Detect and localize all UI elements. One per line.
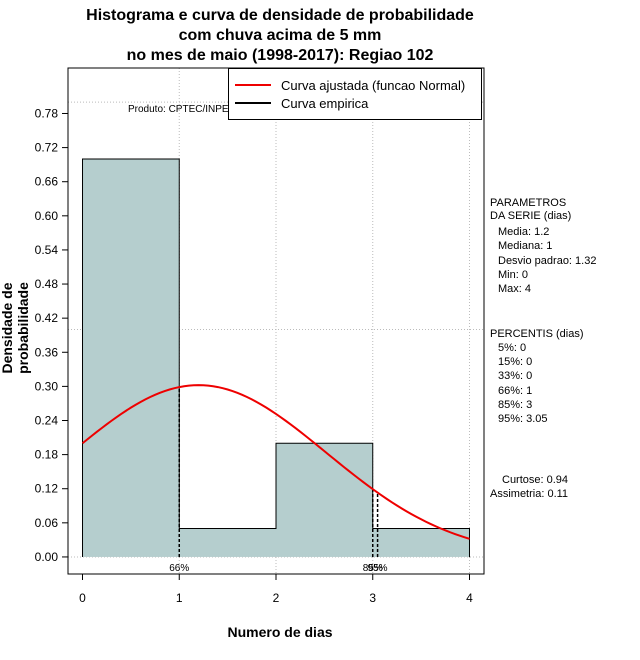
x-tick-label: 0 <box>79 591 86 605</box>
params-header-2: DA SERIE (dias) <box>490 210 572 222</box>
y-tick-label: 0.00 <box>35 550 59 564</box>
percentile-label: 66% <box>169 563 189 574</box>
empirical-curve <box>82 158 470 557</box>
legend-black-line <box>235 102 271 104</box>
y-axis-label: Densidade de probabilidade <box>0 282 31 374</box>
param-min: Min: 0 <box>498 269 528 281</box>
chart-title-line-1: Histograma e curva de densidade de proba… <box>86 7 474 24</box>
legend-red-line <box>235 84 271 86</box>
x-tick-label: 3 <box>369 591 376 605</box>
percentil-5: 5%: 0 <box>498 342 527 354</box>
assimetria-label: Assimetria: 0.11 <box>490 488 569 500</box>
percentil-15: 15%: 0 <box>498 356 533 368</box>
percentile-label: 95% <box>368 563 388 574</box>
legend-item-fitted: Curva ajustada (funcao Normal) <box>235 76 465 94</box>
histogram-bar <box>179 528 276 557</box>
y-tick-label: 0.24 <box>35 413 59 427</box>
param-max: Max: 4 <box>498 283 532 295</box>
histogram-bar <box>82 158 180 557</box>
y-tick-label: 0.18 <box>35 448 59 462</box>
chart-title-line-3: no mes de maio (1998-2017): Regiao 102 <box>126 47 434 64</box>
y-tick-label: 0.48 <box>35 277 59 291</box>
percentil-85: 85%: 3 <box>498 399 533 411</box>
legend-item-empirical: Curva empirica <box>235 94 368 112</box>
curtose-label: Curtose: 0.94 <box>502 474 569 486</box>
x-tick-label: 2 <box>273 591 280 605</box>
y-tick-label: 0.66 <box>35 175 59 189</box>
param-mediana: Mediana: 1 <box>498 240 553 252</box>
y-tick-label: 0.78 <box>35 106 59 120</box>
y-tick-label: 0.30 <box>35 379 59 393</box>
y-tick-label: 0.06 <box>35 516 59 530</box>
legend-fitted-label: Curva ajustada (funcao Normal) <box>281 77 466 93</box>
x-tick-label: 1 <box>176 591 183 605</box>
histogram-bar <box>276 443 373 557</box>
percentile-label: 85% <box>363 563 383 574</box>
legend: Curva ajustada (funcao Normal) Curva emp… <box>228 68 482 120</box>
produto-label: Produto: CPTEC/INPE <box>128 104 229 115</box>
percentil-95: 95%: 3.05 <box>498 413 548 425</box>
y-tick-label: 0.36 <box>35 345 59 359</box>
params-header-1: PARAMETROS <box>490 197 567 209</box>
y-tick-label: 0.42 <box>35 311 59 325</box>
y-tick-label: 0.72 <box>35 141 59 155</box>
chart-title-line-2: com chuva acima de 5 mm <box>178 27 382 44</box>
param-media: Media: 1.2 <box>498 226 550 238</box>
param-desvio: Desvio padrao: 1.32 <box>498 255 597 267</box>
x-tick-label: 4 <box>466 591 473 605</box>
y-tick-label: 0.60 <box>35 209 59 223</box>
y-tick-label: 0.54 <box>35 243 59 257</box>
fitted-normal-curve <box>81 384 470 540</box>
percentil-33: 33%: 0 <box>498 370 533 382</box>
percentil-66: 66%: 1 <box>498 385 533 397</box>
legend-empirical-label: Curva empirica <box>281 95 369 111</box>
y-tick-label: 0.12 <box>35 482 59 496</box>
histogram-bar <box>372 528 470 557</box>
percentis-header: PERCENTIS (dias) <box>490 328 584 340</box>
x-axis-label: Numero de dias <box>227 624 333 640</box>
